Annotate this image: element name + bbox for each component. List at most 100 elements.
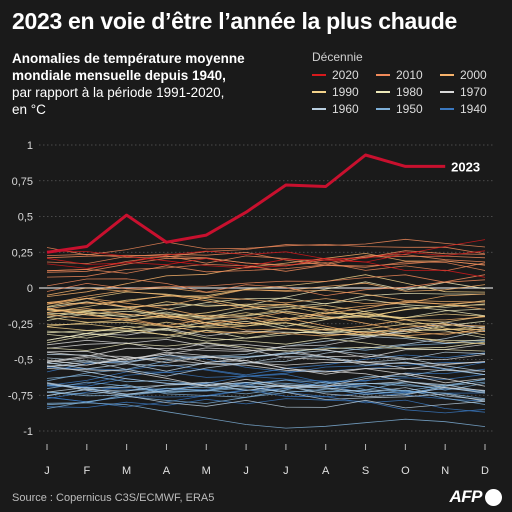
source-note: Source : Copernicus C3S/ECMWF, ERA5	[12, 492, 215, 504]
legend-label-2020: 2020	[332, 68, 359, 82]
series-line-2010	[46, 260, 486, 278]
series-line-1940	[46, 373, 486, 387]
y-tick-label: 0,75	[12, 176, 33, 188]
series-line-1960	[46, 381, 486, 402]
legend-swatch-1960	[312, 108, 326, 110]
series-line-1950	[46, 369, 486, 397]
series-line-2000	[46, 287, 486, 311]
afp-logo: AFP	[449, 487, 502, 507]
y-tick-label: 0,5	[18, 212, 33, 224]
y-tick-label: 1	[27, 140, 33, 152]
series-line-1990	[46, 316, 486, 332]
series-line-1970	[46, 347, 486, 367]
legend-item-1940: 1940	[440, 102, 504, 116]
series-line-2000	[46, 314, 486, 335]
highlight-series: 2023	[46, 153, 480, 254]
legend-item-1960: 1960	[312, 102, 376, 116]
series-line-1980	[46, 320, 486, 341]
x-tick-label: O	[401, 465, 410, 477]
series-line-1980	[46, 328, 485, 344]
series-line-1940	[46, 382, 486, 413]
legend-grid: 2020 2010 2000 1990 1980 1970 1960 1950 …	[312, 68, 508, 116]
series-label-2023: 2023	[451, 159, 480, 174]
series-line-1970	[46, 323, 486, 341]
y-tick-labels: 1 0,75 0,5 0,25 0 -0,25 -0,5 -0,75 -1	[8, 140, 33, 438]
series-line-2000	[46, 307, 486, 337]
legend-swatch-1970	[440, 91, 454, 93]
legend-swatch-1940	[440, 108, 454, 110]
chart-subtitle: Anomalies de température moyenne mondial…	[12, 50, 292, 118]
legend-swatch-1980	[376, 91, 390, 93]
series-line-1980	[46, 329, 486, 349]
legend-item-2010: 2010	[376, 68, 440, 82]
series-line-2000	[46, 252, 486, 297]
subtitle-line-2: mondiale mensuelle depuis 1940,	[12, 68, 226, 83]
subtitle-line-3: par rapport à la période 1991-2020,	[12, 85, 225, 100]
x-tick-label: S	[362, 465, 369, 477]
series-line-1950	[46, 379, 486, 409]
legend-swatch-1990	[312, 91, 326, 93]
series-line-1950	[46, 402, 486, 429]
chart-title: 2023 en voie d’être l’année la plus chau…	[12, 8, 458, 34]
x-tick-label: M	[122, 465, 131, 477]
series-line-2010	[46, 255, 486, 272]
series-line-1960	[46, 365, 486, 398]
y-tick-label: -0,25	[8, 319, 33, 331]
logo-circle-icon	[485, 488, 502, 506]
logo-text: AFP	[449, 487, 483, 506]
legend-item-1990: 1990	[312, 85, 376, 99]
legend-label-1960: 1960	[332, 102, 359, 116]
series-line-1970	[46, 342, 486, 372]
series-line-1940	[46, 389, 486, 408]
series-line-1940	[46, 352, 486, 387]
legend-swatch-2000	[440, 74, 454, 76]
series-line-1960	[46, 382, 486, 409]
series-line-2010	[46, 274, 486, 297]
subtitle-line-1: Anomalies de température moyenne	[12, 51, 245, 66]
legend-label-2000: 2000	[460, 68, 487, 82]
series-line-1970	[46, 368, 486, 387]
series-line-2023	[46, 153, 446, 254]
series-line-1960	[46, 382, 486, 401]
legend-item-1970: 1970	[440, 85, 504, 99]
y-tick-label: 0,25	[12, 247, 33, 259]
series-line-1990	[46, 300, 486, 318]
series-line-1950	[46, 378, 486, 395]
legend-label-1980: 1980	[396, 85, 423, 99]
legend-label-1950: 1950	[396, 102, 423, 116]
legend-swatch-1950	[376, 108, 390, 110]
legend: Décennie 2020 2010 2000 1990 1980 1970 1…	[312, 50, 508, 116]
series-line-2010	[46, 250, 486, 274]
series-line-1980	[46, 292, 486, 317]
y-tick-label: -1	[23, 426, 33, 438]
legend-item-1980: 1980	[376, 85, 440, 99]
series-line-2010	[46, 238, 486, 258]
series-line-2020	[46, 239, 486, 269]
subtitle-line-4: en °C	[12, 102, 46, 117]
series-line-1990	[46, 323, 486, 345]
legend-label-2010: 2010	[396, 68, 423, 82]
series-line-1990	[46, 274, 486, 313]
legend-swatch-2010	[376, 74, 390, 76]
x-tick-label: J	[283, 465, 289, 477]
x-tick-label: F	[83, 465, 90, 477]
series-line-1940	[46, 398, 486, 414]
x-tick-label: J	[243, 465, 249, 477]
legend-label-1990: 1990	[332, 85, 359, 99]
series-line-1960	[46, 329, 486, 377]
legend-title: Décennie	[312, 50, 363, 64]
legend-item-2020: 2020	[312, 68, 376, 82]
series-line-2000	[46, 308, 486, 336]
y-tick-label: 0	[27, 283, 33, 295]
legend-label-1970: 1970	[460, 85, 487, 99]
x-tick-label: A	[322, 465, 330, 477]
legend-swatch-2020	[312, 74, 326, 76]
x-tick-label: A	[163, 465, 171, 477]
x-tick-label: J	[44, 465, 50, 477]
legend-label-1940: 1940	[460, 102, 487, 116]
series-line-1980	[46, 299, 486, 321]
legend-item-1950: 1950	[376, 102, 440, 116]
x-tick-label: D	[481, 465, 489, 477]
